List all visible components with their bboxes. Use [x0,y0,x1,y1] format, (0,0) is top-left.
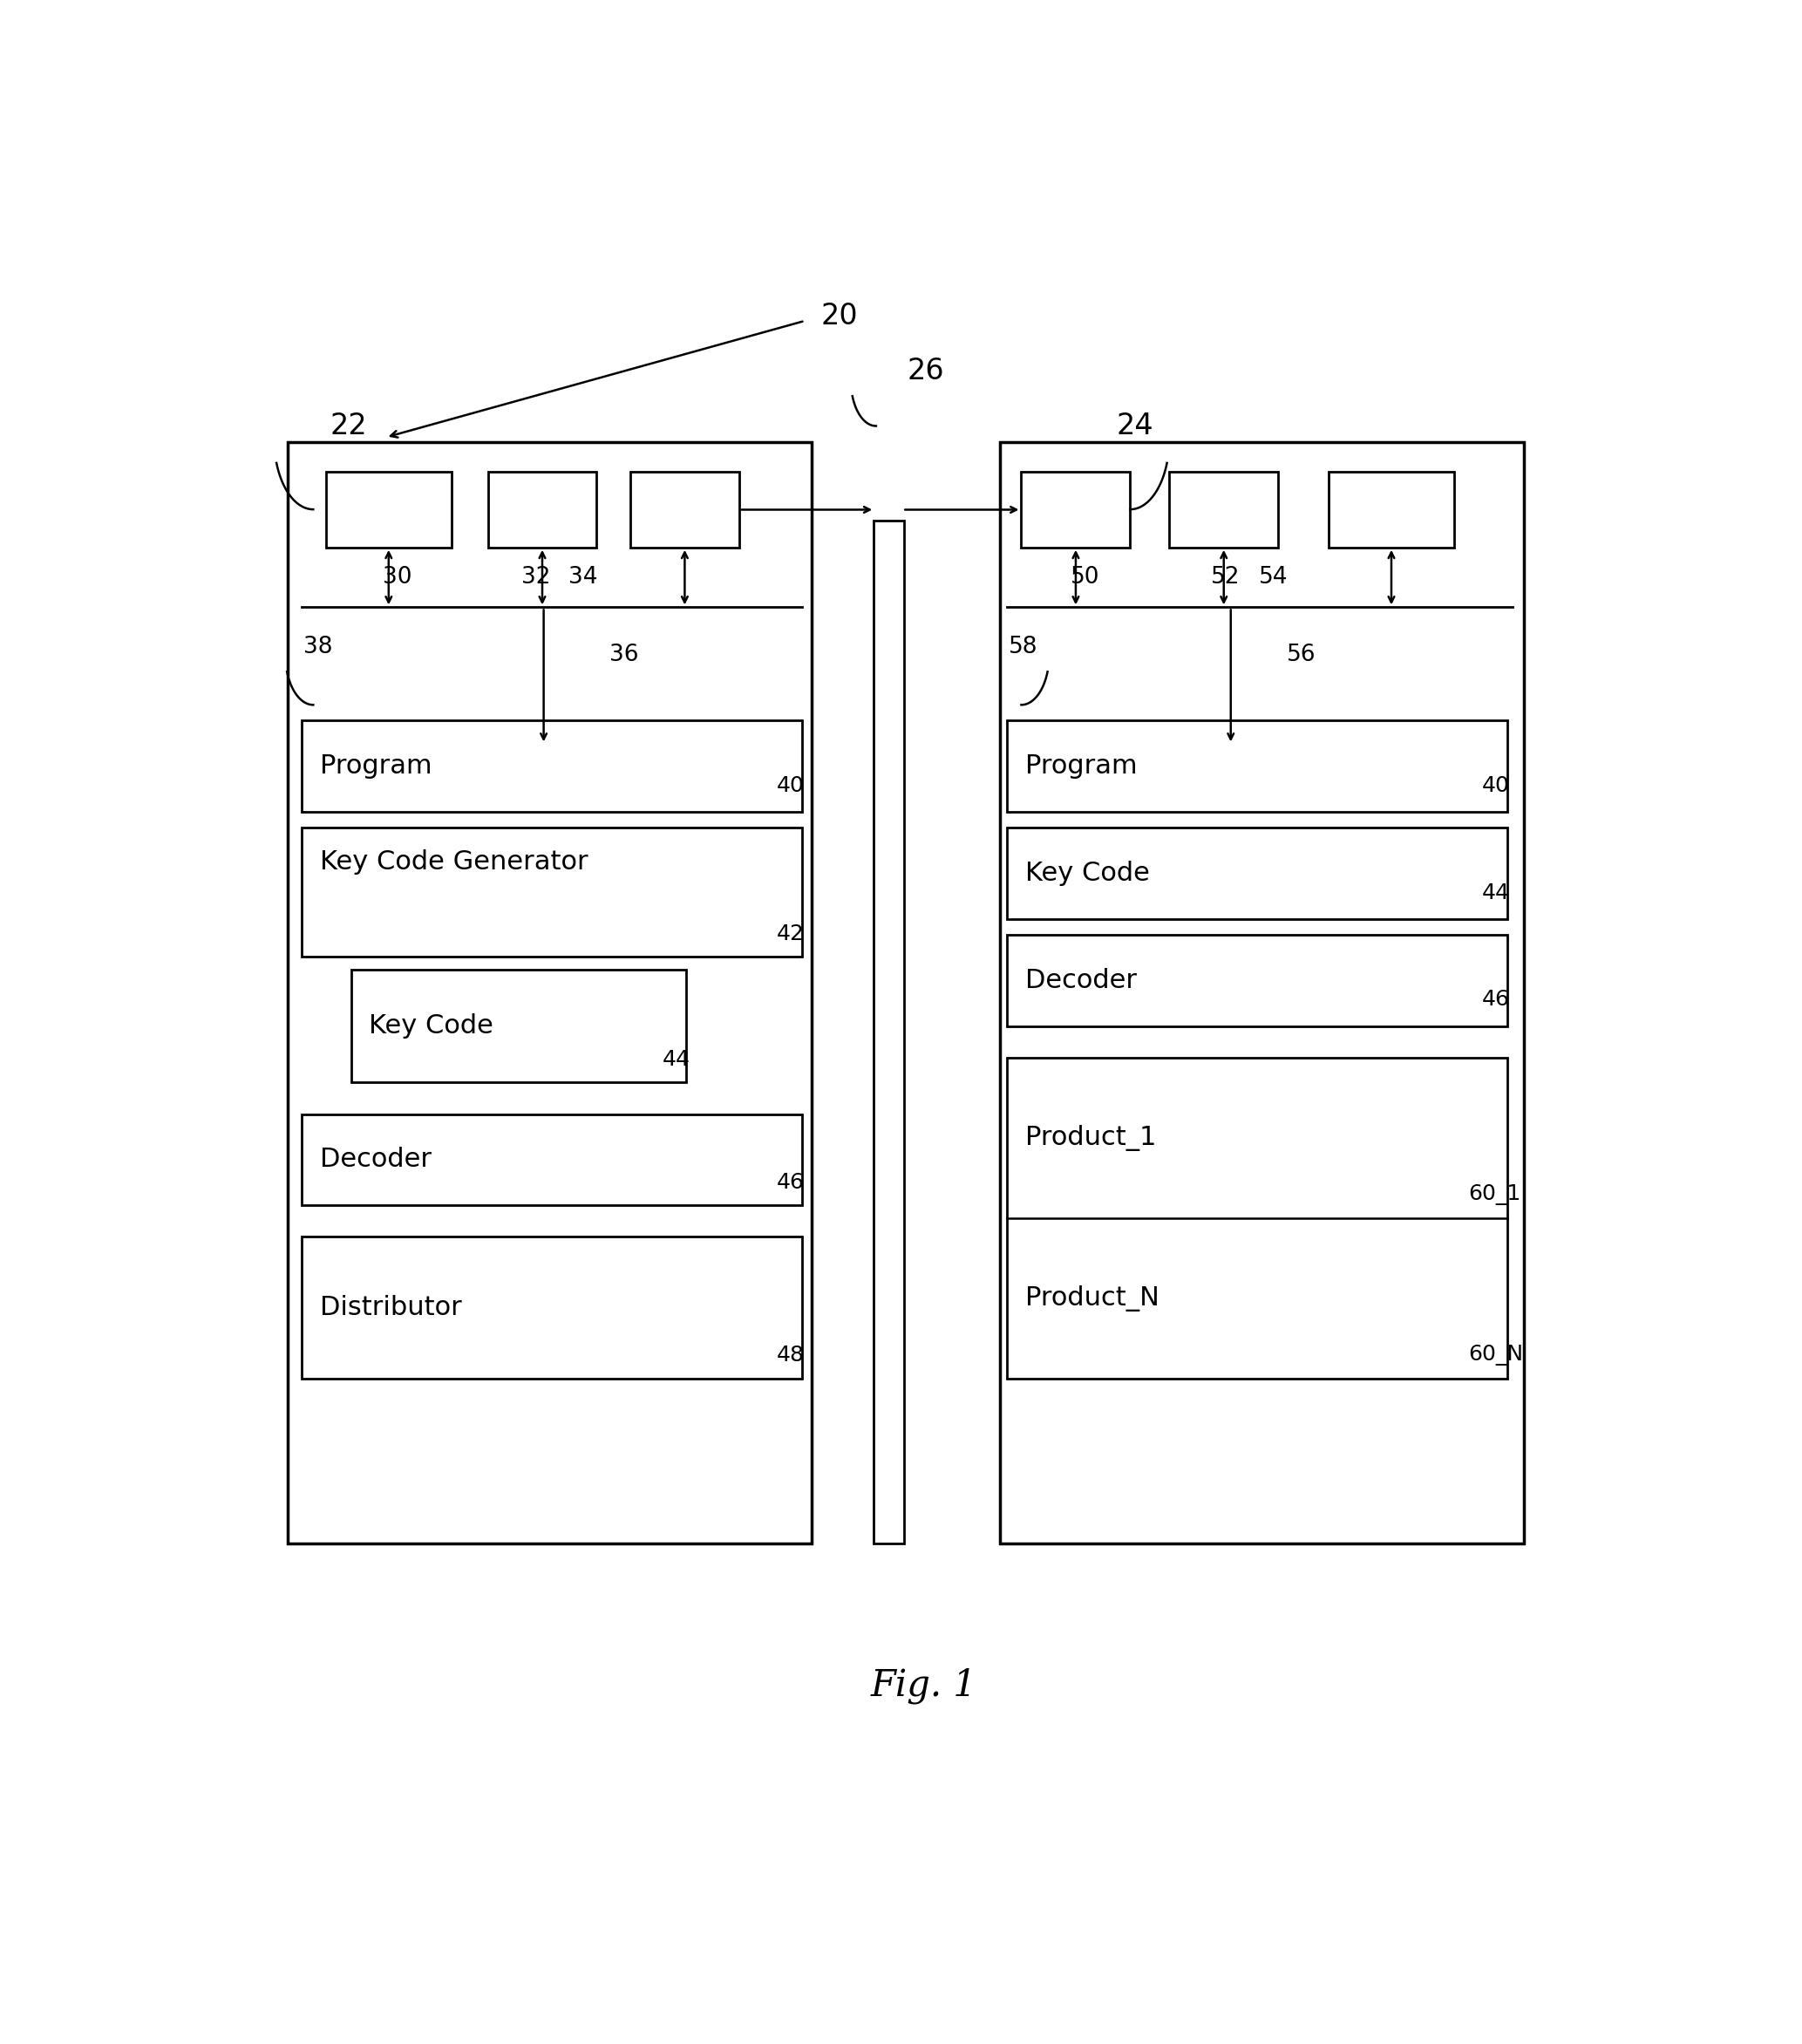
FancyBboxPatch shape [1022,472,1130,548]
Text: 56: 56 [1287,644,1315,666]
FancyBboxPatch shape [1000,442,1524,1543]
FancyBboxPatch shape [303,828,802,957]
FancyBboxPatch shape [631,472,739,548]
Text: 46: 46 [1481,989,1510,1010]
Text: Fig. 1: Fig. 1 [870,1668,977,1705]
Text: Product_N: Product_N [1025,1286,1160,1312]
Text: 46: 46 [777,1171,805,1194]
FancyBboxPatch shape [1328,472,1454,548]
Text: 22: 22 [330,413,368,442]
Text: CPU: CPU [1364,497,1418,523]
Text: Key Code: Key Code [1025,861,1150,885]
FancyBboxPatch shape [488,472,596,548]
Text: 20: 20 [822,303,858,331]
FancyBboxPatch shape [303,722,802,811]
FancyBboxPatch shape [326,472,452,548]
Text: Decoder: Decoder [1025,967,1137,993]
FancyBboxPatch shape [303,1237,802,1378]
FancyBboxPatch shape [1007,934,1506,1026]
Text: 40: 40 [777,775,805,797]
Text: 42: 42 [777,924,805,944]
FancyBboxPatch shape [1169,472,1278,548]
FancyBboxPatch shape [1007,1057,1506,1378]
Text: Decoder: Decoder [321,1147,432,1173]
FancyBboxPatch shape [1007,828,1506,920]
Text: 32: 32 [521,566,551,589]
Text: 50: 50 [1070,566,1099,589]
Text: 54: 54 [1258,566,1288,589]
Text: 44: 44 [1481,883,1510,903]
FancyBboxPatch shape [303,1114,802,1206]
Text: 60_N: 60_N [1469,1345,1523,1365]
Text: 30: 30 [384,566,413,589]
Text: I/O: I/O [1206,497,1243,523]
FancyBboxPatch shape [288,442,811,1543]
Text: 60_1: 60_1 [1469,1183,1521,1206]
Text: 34: 34 [569,566,598,589]
Text: 38: 38 [303,636,333,658]
Text: I/O: I/O [523,497,560,523]
FancyBboxPatch shape [874,521,905,1543]
Text: 48: 48 [777,1345,805,1365]
Text: 44: 44 [663,1049,690,1069]
Text: Program: Program [321,754,432,779]
Text: CPU: CPU [362,497,416,523]
Text: 52: 52 [1211,566,1240,589]
Text: Product_1: Product_1 [1025,1124,1157,1151]
Text: NIC: NIC [661,497,708,523]
Text: Key Code Generator: Key Code Generator [321,850,589,875]
FancyBboxPatch shape [351,969,687,1083]
Text: 36: 36 [609,644,638,666]
Text: 26: 26 [906,358,944,386]
Text: Program: Program [1025,754,1137,779]
Text: NIC: NIC [1052,497,1099,523]
Text: 58: 58 [1009,636,1038,658]
Text: 40: 40 [1481,775,1510,797]
FancyBboxPatch shape [1007,722,1506,811]
Text: 24: 24 [1115,413,1153,442]
Text: Distributor: Distributor [321,1296,461,1320]
Text: Key Code: Key Code [369,1014,494,1038]
